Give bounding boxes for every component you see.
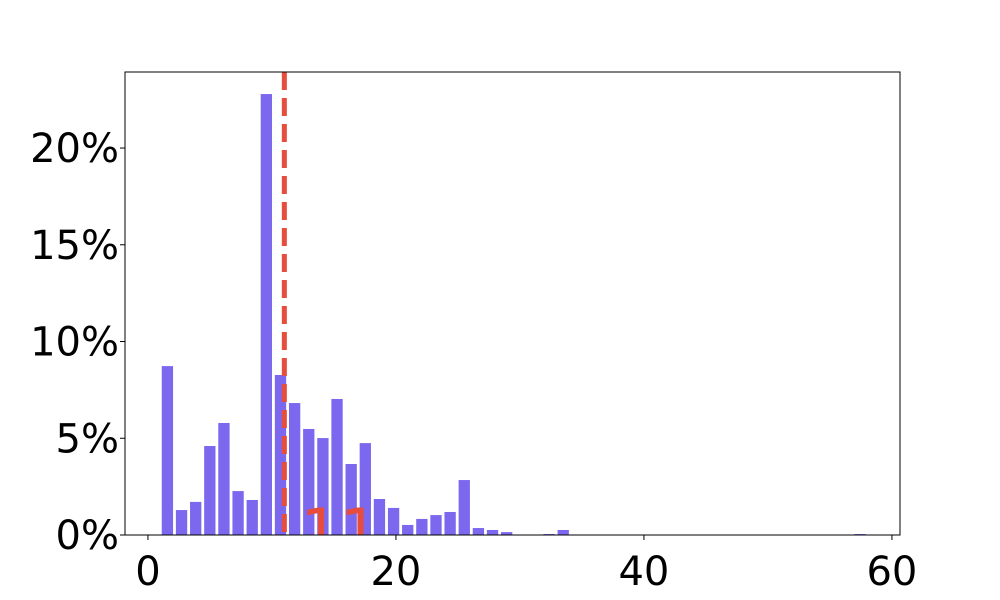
bar bbox=[161, 366, 174, 535]
bar bbox=[472, 528, 485, 535]
y-tick-label: 15% bbox=[30, 223, 119, 269]
bar bbox=[204, 445, 216, 535]
bar bbox=[345, 463, 357, 535]
x-tick-label: 20 bbox=[370, 549, 421, 595]
x-tick-label: 40 bbox=[618, 549, 669, 595]
bar bbox=[359, 443, 371, 535]
bar bbox=[218, 422, 230, 535]
bar bbox=[402, 524, 414, 535]
x-tick-label: 0 bbox=[135, 549, 160, 595]
bar bbox=[246, 499, 258, 535]
bar bbox=[486, 529, 499, 535]
y-tick-label: 0% bbox=[56, 513, 119, 559]
bar bbox=[260, 94, 273, 535]
bar bbox=[373, 499, 386, 535]
bar bbox=[175, 510, 188, 535]
bar bbox=[303, 428, 315, 535]
bar bbox=[317, 438, 329, 535]
x-tick-label: 60 bbox=[866, 549, 917, 595]
y-tick-label: 20% bbox=[30, 126, 119, 172]
bar bbox=[387, 507, 400, 535]
axes-frame bbox=[124, 71, 901, 536]
bar bbox=[430, 515, 442, 535]
y-tick-label: 5% bbox=[56, 416, 119, 462]
bar bbox=[331, 398, 343, 535]
bar bbox=[274, 374, 287, 535]
bar bbox=[190, 501, 202, 535]
bar bbox=[557, 529, 569, 535]
bar bbox=[416, 518, 428, 535]
bar bbox=[444, 511, 456, 535]
y-tick-label: 10% bbox=[30, 320, 119, 366]
bar bbox=[501, 532, 513, 535]
reference-label: 11 bbox=[300, 495, 379, 568]
bar bbox=[232, 491, 244, 535]
bar bbox=[288, 403, 301, 535]
bar bbox=[458, 480, 470, 535]
plot-area: 11 bbox=[161, 72, 866, 568]
